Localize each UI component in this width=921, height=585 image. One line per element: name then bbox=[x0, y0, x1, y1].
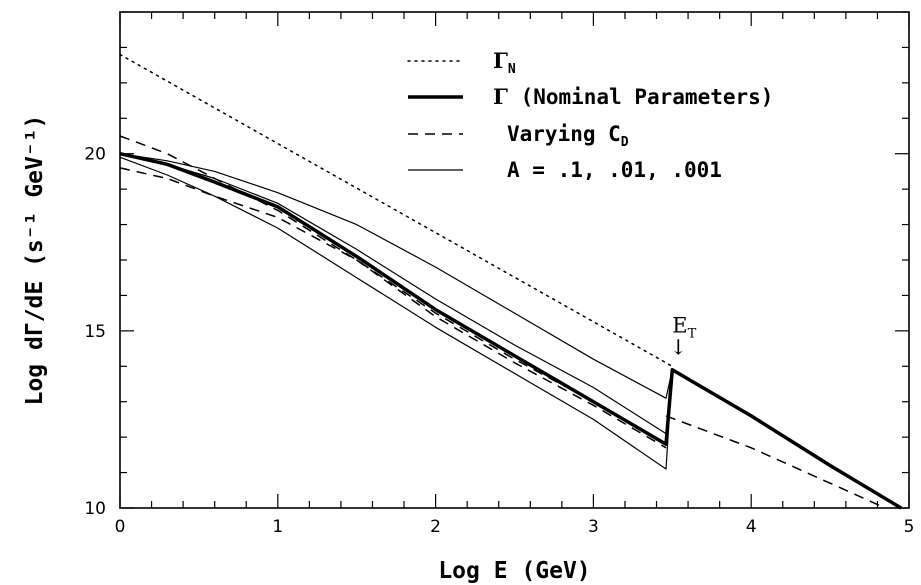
series-varying-cd-lower bbox=[119, 167, 667, 449]
series-gamma-nominal bbox=[119, 151, 902, 510]
x-tick-label: 1 bbox=[272, 517, 283, 537]
x-tick-label: 3 bbox=[588, 517, 599, 537]
legend-text-main: Varying C bbox=[507, 122, 621, 146]
y-tick-label: 15 bbox=[84, 322, 106, 342]
series-gamma-n bbox=[119, 53, 674, 368]
legend: ΓNΓ (Nominal Parameters)Varying CDA = .1… bbox=[407, 48, 773, 182]
plot-frame bbox=[119, 11, 910, 509]
annotation-label: ET bbox=[672, 313, 696, 341]
y-tick-label: 10 bbox=[84, 499, 106, 519]
series-layer bbox=[119, 53, 902, 510]
legend-label-varying-a: A = .1, .01, .001 bbox=[507, 158, 722, 182]
legend-text-main: (Nominal Parameters) bbox=[508, 85, 774, 109]
series-a-0-01 bbox=[119, 153, 673, 435]
legend-subscript: D bbox=[621, 135, 629, 150]
series-varying-cd-high-energy bbox=[665, 415, 886, 509]
series-varying-cd-upper bbox=[119, 135, 667, 445]
annotation-subscript: T bbox=[688, 326, 697, 341]
legend-label-gamma-nominal: Γ (Nominal Parameters) bbox=[493, 84, 773, 109]
x-tick-label: 0 bbox=[115, 517, 126, 537]
series-a-0-001 bbox=[119, 156, 673, 470]
annotation-arrow: ↓ bbox=[669, 335, 687, 359]
legend-text-main: A = .1, .01, .001 bbox=[507, 158, 722, 182]
axis-labels: 0 1 2 3 4 5 10 15 20 Log E (GeV) Log dΓ/dE (s⁻¹ Ge… bbox=[22, 115, 914, 584]
x-tick-label: 2 bbox=[430, 517, 441, 537]
threshold-annotation: ET↓ bbox=[669, 313, 696, 359]
legend-label-gamma-n: ΓN bbox=[493, 48, 516, 77]
legend-symbol: Γ bbox=[493, 48, 508, 73]
annotation-symbol: E bbox=[672, 313, 687, 337]
y-tick-label: 20 bbox=[84, 145, 106, 165]
legend-subscript: N bbox=[508, 62, 516, 77]
legend-label-varying-cd: Varying CD bbox=[507, 122, 629, 150]
x-tick-label: 4 bbox=[746, 517, 757, 537]
y-axis-title: Log dΓ/dE (s⁻¹ GeV⁻¹) bbox=[22, 115, 48, 406]
series-a-0-1 bbox=[119, 153, 673, 399]
x-tick-label: 5 bbox=[904, 517, 915, 537]
legend-symbol: Γ bbox=[493, 84, 508, 109]
x-axis-title: Log E (GeV) bbox=[438, 558, 590, 584]
